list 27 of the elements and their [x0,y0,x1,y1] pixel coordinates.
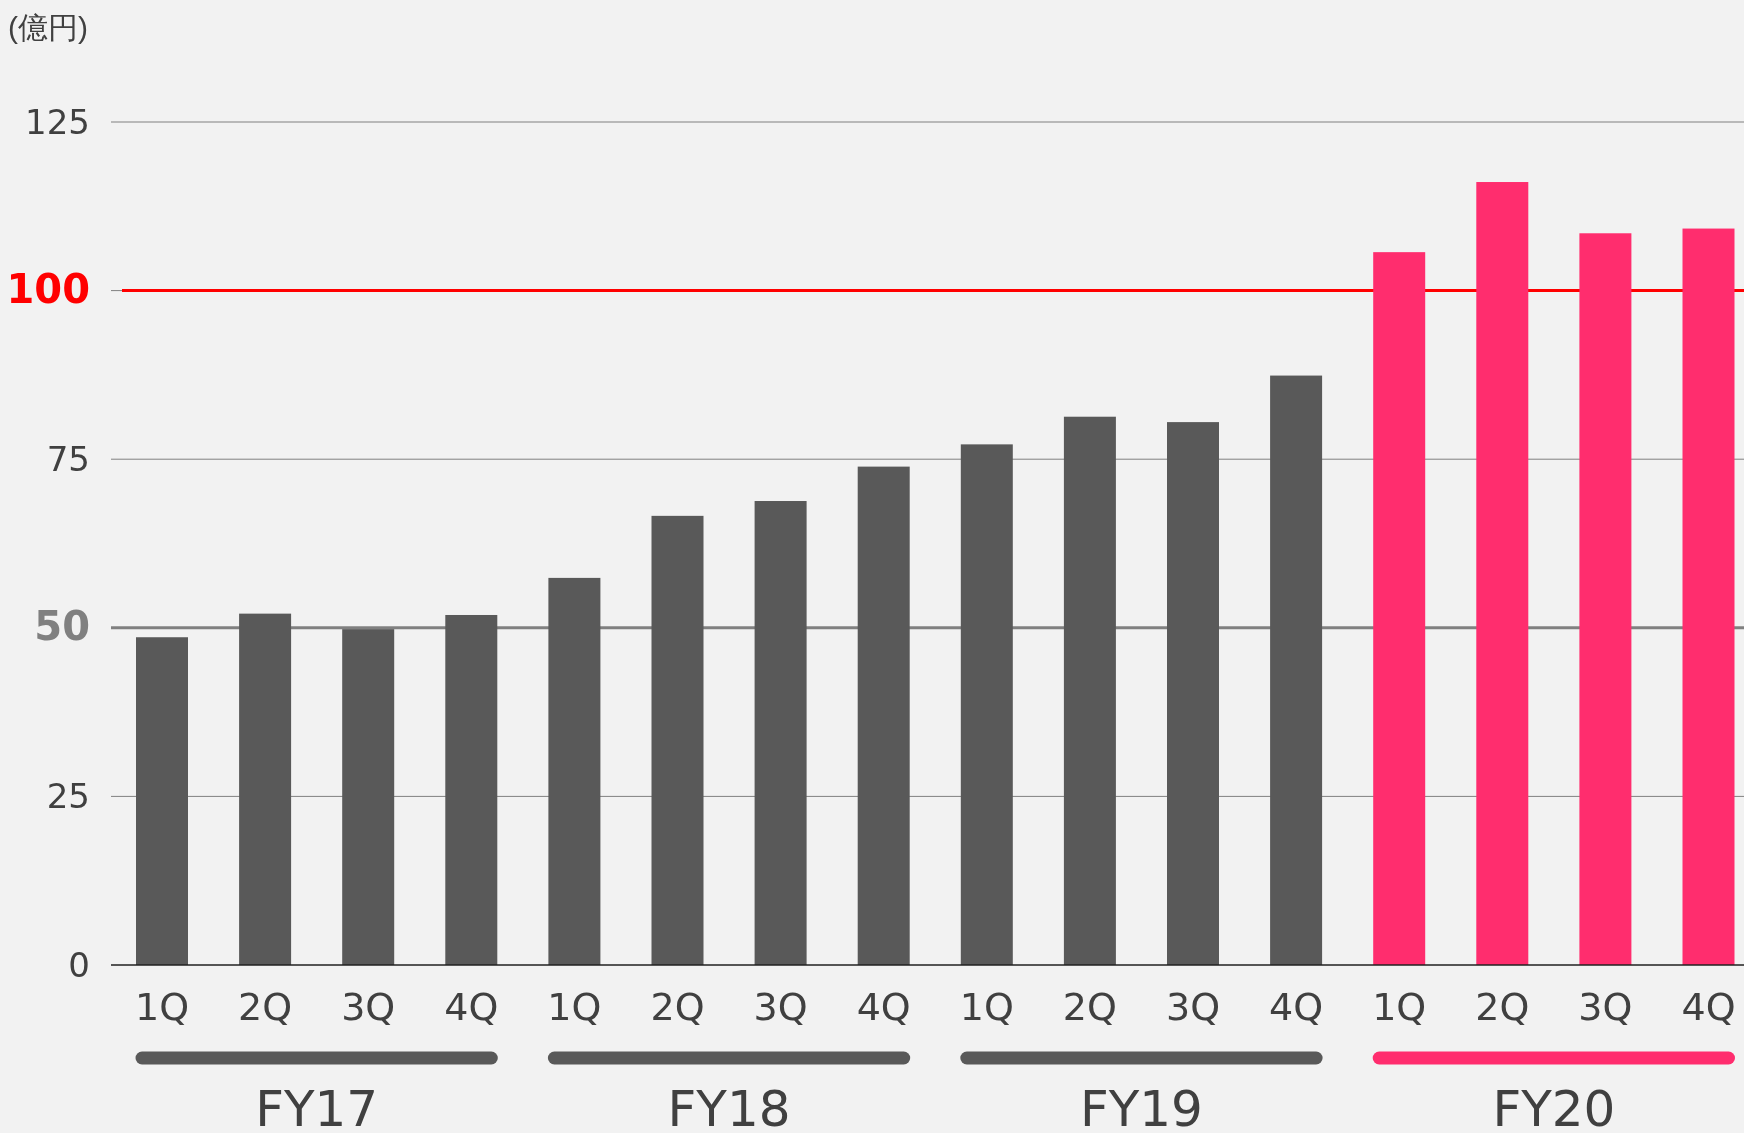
x-tick-label: 3Q [341,985,396,1029]
x-tick-label: 1Q [1372,985,1427,1029]
x-tick-label: 1Q [547,985,602,1029]
y-tick-label: 50 [34,602,90,649]
x-tick-label: 4Q [1681,985,1736,1029]
text: FY18 [667,1080,791,1133]
y-axis-title: (億円) [8,11,88,44]
x-tick-label: 3Q [753,985,808,1029]
y-tick-label: 100 [6,265,90,312]
x-tick-label: 2Q [238,985,293,1029]
text: FY19 [1079,1080,1203,1133]
text: FY17 [255,1080,379,1133]
x-tick-label: 4Q [444,985,499,1029]
y-tick-label: 75 [46,439,90,480]
x-tick-label: 4Q [1269,985,1324,1029]
x-tick-label: 2Q [1475,985,1530,1029]
x-tick-label: 2Q [1062,985,1117,1029]
x-tick-label: 2Q [650,985,705,1029]
y-tick-label: 25 [46,776,90,817]
x-tick-label: 1Q [134,985,190,1029]
text: FY20 [1492,1080,1616,1133]
y-tick-label: 0 [68,945,90,985]
x-tick-label: 3Q [1578,985,1633,1029]
x-tick-label: 3Q [1165,985,1221,1029]
x-tick-label: 4Q [856,985,911,1029]
y-tick-label: 125 [25,102,90,142]
x-tick-label: 1Q [959,985,1014,1029]
